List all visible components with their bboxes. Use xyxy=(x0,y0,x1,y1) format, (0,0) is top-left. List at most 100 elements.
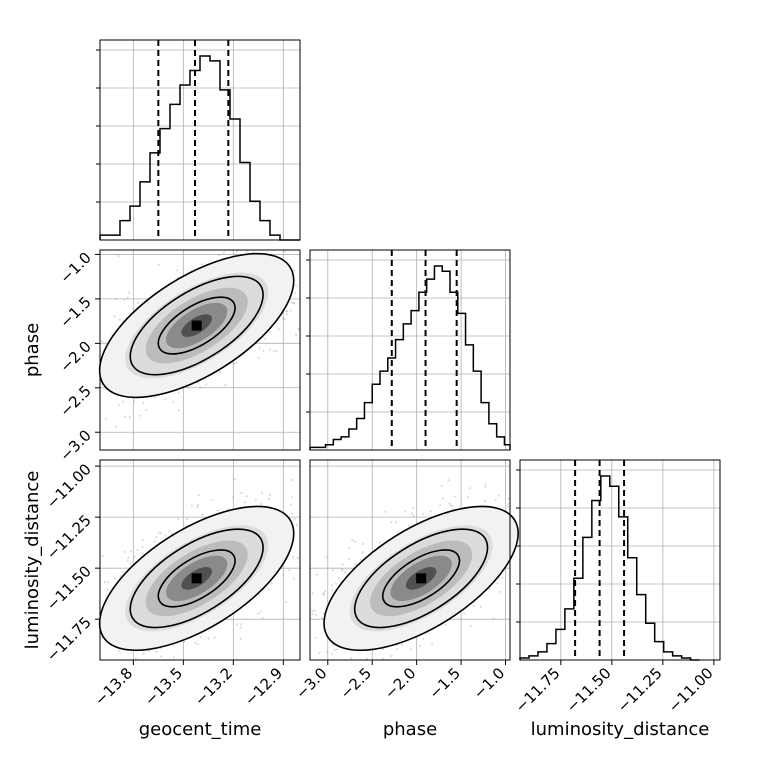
sample-point xyxy=(331,589,334,592)
density-geocent_time-phase xyxy=(98,250,300,428)
y-tick-label-luminosity_distance: −11.25 xyxy=(43,511,95,563)
sample-point xyxy=(289,309,292,312)
sample-point xyxy=(294,284,297,287)
sample-point xyxy=(194,641,197,644)
sample-point xyxy=(218,370,221,373)
sample-point xyxy=(122,570,125,573)
sample-point xyxy=(283,318,286,321)
y-tick-label-phase: −1.5 xyxy=(56,293,94,331)
panel-frame-geocent_time-luminosity_distance xyxy=(99,459,301,661)
sample-point xyxy=(288,569,291,572)
sample-point xyxy=(506,505,509,508)
sample-point xyxy=(348,557,351,561)
sample-point xyxy=(440,484,443,488)
density-peak xyxy=(416,573,427,584)
sample-point xyxy=(412,514,415,518)
sample-point xyxy=(488,588,491,591)
sample-point xyxy=(207,637,210,640)
x-axis-label-geocent_time: geocent_time xyxy=(139,719,262,740)
sample-point xyxy=(158,263,161,266)
sample-point xyxy=(323,593,326,597)
y-tick-label-luminosity_distance: −11.50 xyxy=(43,562,95,614)
sample-point xyxy=(127,291,130,294)
sample-point xyxy=(492,617,495,620)
sample-point xyxy=(240,491,243,494)
sample-point xyxy=(507,497,510,500)
sample-point xyxy=(176,269,179,272)
sample-point xyxy=(239,637,242,641)
x-axis-label-luminosity_distance: luminosity_distance xyxy=(531,719,710,740)
sample-point xyxy=(103,581,106,584)
sample-point xyxy=(177,391,180,394)
sample-point xyxy=(444,623,447,626)
sample-point xyxy=(141,538,145,542)
contour-line xyxy=(353,528,489,629)
sample-point xyxy=(431,643,434,646)
sample-point xyxy=(379,541,382,544)
sample-point xyxy=(260,491,263,494)
sample-point xyxy=(132,400,136,403)
x-tick-label-phase: −1.5 xyxy=(425,664,463,702)
x-tick-label-luminosity_distance: −11.25 xyxy=(614,664,666,716)
sample-point xyxy=(395,648,398,651)
sample-point xyxy=(210,498,213,501)
sample-point xyxy=(496,582,499,585)
sample-point xyxy=(168,530,171,533)
sample-point xyxy=(409,648,412,651)
sample-point xyxy=(295,524,298,527)
sample-point xyxy=(323,591,326,594)
x-tick-label-phase: −3.0 xyxy=(292,664,330,702)
x-tick-label-phase: −2.0 xyxy=(381,664,419,702)
sample-point xyxy=(395,521,398,524)
sample-point xyxy=(341,569,344,572)
sample-point xyxy=(123,550,126,554)
sample-point xyxy=(321,592,325,596)
sample-point xyxy=(269,331,272,334)
sample-point xyxy=(217,253,220,257)
sample-point xyxy=(361,542,364,546)
sample-point xyxy=(291,512,294,515)
sample-point xyxy=(381,648,384,651)
sample-point xyxy=(324,589,327,593)
sample-point xyxy=(293,302,296,305)
sample-point xyxy=(411,507,415,510)
sample-point xyxy=(498,590,501,593)
sample-point xyxy=(463,612,466,615)
sample-point xyxy=(366,657,369,660)
sample-point xyxy=(268,348,271,351)
sample-point xyxy=(281,317,284,320)
sample-point xyxy=(497,494,500,497)
sample-point xyxy=(286,309,289,312)
sample-point xyxy=(275,349,278,352)
sample-point xyxy=(136,548,139,552)
sample-point xyxy=(177,409,180,412)
y-axis-label-luminosity_distance: luminosity_distance xyxy=(22,471,43,650)
sample-point xyxy=(311,613,314,616)
sample-point xyxy=(315,573,318,576)
sample-point xyxy=(314,614,318,617)
x-tick-label-geocent_time: −13.2 xyxy=(191,664,236,709)
sample-point xyxy=(126,296,129,299)
sample-point xyxy=(347,546,350,549)
sample-point xyxy=(341,568,344,571)
sample-point xyxy=(292,301,295,304)
sample-point xyxy=(321,616,324,620)
sample-point xyxy=(254,498,257,501)
sample-point xyxy=(164,398,167,401)
sample-point xyxy=(118,318,121,321)
y-tick-label-phase: −2.0 xyxy=(56,337,94,375)
sample-point xyxy=(134,657,138,660)
sample-point xyxy=(122,400,125,403)
sample-point xyxy=(390,654,393,658)
sample-point xyxy=(267,497,270,501)
sample-point xyxy=(314,636,317,639)
panel-frame-phase-luminosity_distance xyxy=(309,459,511,661)
sample-point xyxy=(186,518,189,521)
sample-point xyxy=(289,503,292,506)
sample-point xyxy=(235,623,238,626)
sample-point xyxy=(260,502,263,505)
sample-point xyxy=(187,386,190,389)
sample-point xyxy=(469,624,472,627)
sample-point xyxy=(272,350,276,353)
sample-point xyxy=(126,559,129,562)
